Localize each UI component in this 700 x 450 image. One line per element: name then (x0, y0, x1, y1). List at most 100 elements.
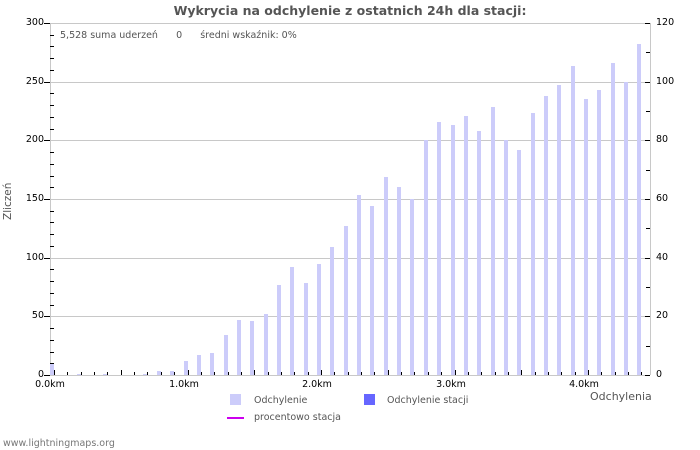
y-minor-tick-left (50, 234, 54, 235)
y-minor-tick-left (50, 222, 54, 223)
x-tick (401, 372, 402, 375)
y-minor-tick-left (50, 211, 54, 212)
y-tick-left (44, 82, 50, 83)
x-tick-label: 3.0km (436, 379, 466, 390)
y-minor-tick-left (50, 164, 54, 165)
y-tick-label-right: 80 (656, 134, 669, 145)
bar-deviation (197, 355, 201, 375)
x-tick (455, 370, 456, 375)
bar-deviation (517, 150, 521, 375)
y-tick-left (44, 23, 50, 24)
x-axis-line (50, 375, 650, 376)
bar-deviation (424, 140, 428, 375)
bar-deviation (250, 321, 254, 375)
bar-deviation (557, 85, 561, 375)
x-tick (201, 372, 202, 375)
y-minor-tick-left (50, 152, 54, 153)
bar-deviation (103, 374, 107, 375)
station-count: 0 (176, 30, 183, 41)
x-tick (294, 372, 295, 375)
right-axis-line (650, 23, 651, 375)
footer-credit: www.lightningmaps.org (3, 438, 115, 449)
bar-deviation (77, 374, 81, 375)
x-tick (508, 372, 509, 375)
y-tick-label-left: 50 (31, 310, 44, 321)
y-minor-tick-left (50, 281, 54, 282)
bar-deviation (477, 131, 481, 375)
x-tick (348, 372, 349, 375)
y-tick-label-left: 250 (25, 76, 44, 87)
y-tick-label-right: 60 (656, 193, 669, 204)
bar-deviation (370, 206, 374, 375)
y-tick-left (44, 199, 50, 200)
bar-deviation (157, 371, 161, 375)
x-tick (575, 372, 576, 375)
y-tick-right (645, 199, 650, 200)
x-tick (588, 370, 589, 375)
y-tick-left (44, 316, 50, 317)
x-tick-label: 2.0km (302, 379, 332, 390)
bar-deviation (597, 90, 601, 375)
bar-deviation (451, 125, 455, 375)
y-minor-tick-left (50, 305, 54, 306)
x-tick (361, 372, 362, 375)
legend-swatch-station-deviation (364, 394, 375, 405)
bar-deviation (504, 140, 508, 375)
bar-deviation (210, 353, 214, 375)
gridline (50, 199, 650, 200)
y-minor-tick-right (646, 228, 650, 229)
y-minor-tick-left (50, 70, 54, 71)
legend-line-station-percent (227, 417, 244, 419)
bar-deviation (143, 374, 147, 375)
y-tick-label-right: 40 (656, 252, 669, 263)
y-minor-tick-left (50, 129, 54, 130)
x-tick (107, 372, 108, 375)
y-tick-left (44, 140, 50, 141)
bar-deviation (624, 82, 628, 375)
bar-deviation (544, 96, 548, 375)
x-tick (468, 372, 469, 375)
stats-line: 5,528 suma uderzeń 0 średni wskaźnik: 0% (60, 30, 297, 41)
y-tick-right (645, 258, 650, 259)
x-tick (481, 372, 482, 375)
y-minor-tick-right (646, 287, 650, 288)
x-tick (281, 372, 282, 375)
legend-label-station-percent: procentowo stacja (254, 412, 341, 423)
gridline (50, 140, 650, 141)
x-axis-title: Odchylenia (590, 390, 652, 403)
bar-deviation (170, 371, 174, 375)
bar-deviation (290, 267, 294, 375)
y-minor-tick-left (50, 35, 54, 36)
y-minor-tick-left (50, 352, 54, 353)
bar-deviation (264, 314, 268, 375)
y-tick-label-right: 100 (656, 76, 675, 87)
bar-deviation (344, 226, 348, 375)
x-tick (94, 372, 95, 375)
x-tick (548, 372, 549, 375)
bar-deviation (464, 116, 468, 375)
bar-deviation (304, 283, 308, 375)
gridline (50, 316, 650, 317)
bar-deviation (584, 99, 588, 375)
x-tick (214, 372, 215, 375)
x-tick (54, 370, 55, 375)
y-minor-tick-left (50, 117, 54, 118)
x-tick-label: 4.0km (569, 379, 599, 390)
x-tick (134, 372, 135, 375)
bar-deviation (437, 122, 441, 375)
x-tick (535, 372, 536, 375)
x-tick (441, 372, 442, 375)
y-minor-tick-left (50, 93, 54, 94)
y-minor-tick-left (50, 328, 54, 329)
x-tick (254, 370, 255, 375)
y-tick-left (44, 375, 50, 376)
y-tick-label-left: 0 (37, 369, 44, 380)
legend-label-deviation: Odchylenie (254, 395, 308, 406)
bar-deviation (317, 264, 321, 375)
bar-deviation (397, 187, 401, 375)
y-minor-tick-left (50, 176, 54, 177)
average-ratio: średni wskaźnik: 0% (200, 30, 297, 41)
y-tick-label-right: 0 (656, 369, 663, 380)
y-tick-right (645, 82, 650, 83)
y-tick-label-right: 120 (656, 17, 675, 28)
